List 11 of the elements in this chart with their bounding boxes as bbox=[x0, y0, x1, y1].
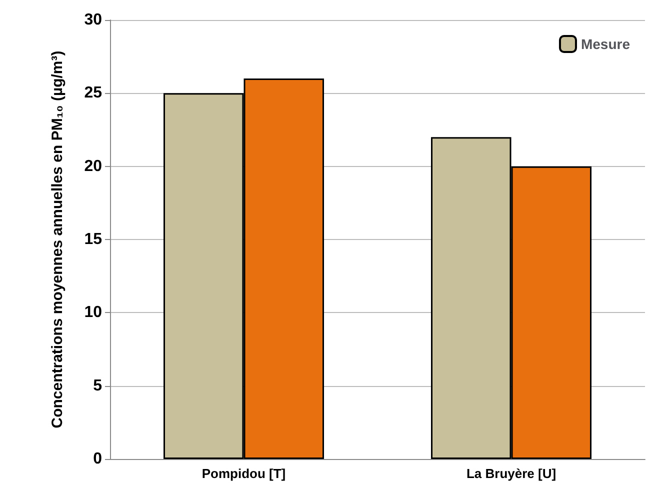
legend-label: Mesure bbox=[580, 36, 630, 52]
y-tick-label: 5 bbox=[93, 377, 102, 394]
y-axis-title: Concentrations moyennes annuelles en PM₁₀ (µg/m³) bbox=[49, 50, 66, 428]
x-tick-label: La Bruyère [U] bbox=[466, 466, 556, 481]
y-tick-label: 25 bbox=[84, 84, 102, 102]
y-tick-label: 20 bbox=[84, 158, 102, 175]
y-tick-label: 15 bbox=[84, 231, 102, 248]
y-tick-label: 10 bbox=[84, 304, 102, 322]
y-tick-label: 30 bbox=[84, 12, 102, 28]
x-tick-label: Pompidou [T] bbox=[202, 466, 286, 481]
y-tick-label: 0 bbox=[93, 450, 102, 468]
